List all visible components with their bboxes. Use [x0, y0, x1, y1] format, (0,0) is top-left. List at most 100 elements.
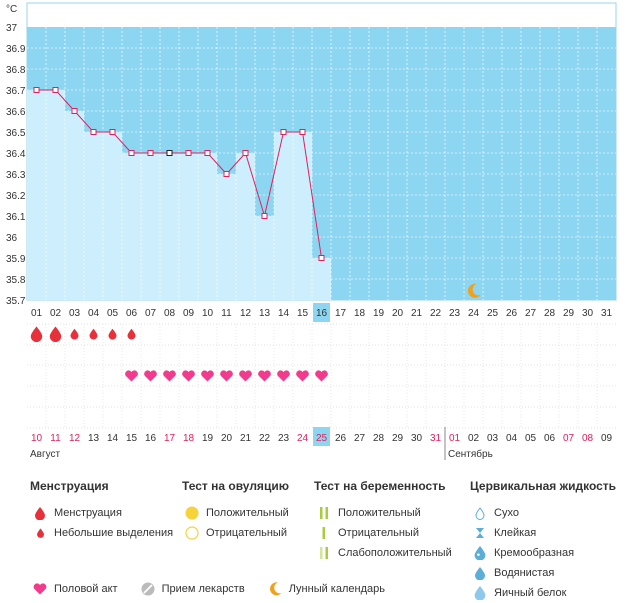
legend-pregnancy: Тест на беременность Положительный Отриц… — [314, 479, 452, 563]
pregnancy-weak-icon — [314, 544, 334, 562]
cycle-day-label: 06 — [126, 308, 138, 319]
cycle-day-label: 27 — [525, 308, 537, 319]
legend-menstruation-title: Менструация — [30, 479, 109, 493]
temp-column — [27, 90, 46, 300]
calendar-date-label: 12 — [69, 433, 81, 444]
calendar-date-label: 14 — [107, 433, 119, 444]
calendar-date-label: 05 — [525, 433, 537, 444]
spotting-drop — [127, 328, 136, 340]
heart-icon — [30, 580, 50, 598]
temp-column — [122, 153, 141, 300]
temperature-point — [280, 129, 287, 135]
intercourse-heart — [315, 370, 328, 382]
temp-column — [84, 132, 103, 300]
creamy-drop-icon — [470, 544, 490, 562]
calendar-date-label: 13 — [88, 433, 100, 444]
temp-column — [46, 90, 65, 300]
spotting-drop — [108, 328, 117, 340]
temperature-point — [299, 129, 306, 135]
intercourse-heart — [239, 370, 252, 382]
temperature-point — [52, 87, 59, 93]
legend-sticky-label: Клейкая — [494, 527, 537, 539]
dry-drop-icon — [470, 504, 490, 522]
blood-drop-icon — [30, 504, 50, 522]
cycle-day-label: 23 — [449, 308, 461, 319]
legend-medication-label: Прием лекарств — [161, 583, 245, 595]
calendar-date-label: 23 — [278, 433, 290, 444]
intercourse-heart — [220, 370, 233, 382]
legend-bottom: Половой акт Прием лекарств Лунный календ… — [30, 579, 385, 599]
sticky-icon — [470, 524, 490, 542]
calendar-date-label: 03 — [487, 433, 499, 444]
cycle-day-label: 15 — [297, 308, 309, 319]
legend-intercourse-label: Половой акт — [54, 583, 118, 595]
pregnancy-negative-icon — [314, 524, 334, 542]
y-tick-label: 35.9 — [6, 254, 26, 265]
temp-column — [179, 153, 198, 300]
cycle-day-label: 25 — [487, 308, 499, 319]
calendar-date-label: 16 — [145, 433, 157, 444]
intercourse-heart — [296, 370, 309, 382]
cycle-day-label: 02 — [50, 308, 62, 319]
y-tick-label: 36.5 — [6, 128, 26, 139]
legend-ovulation-positive-label: Положительный — [206, 507, 289, 519]
temp-column — [103, 132, 122, 300]
calendar-date-label: 31 — [430, 433, 442, 444]
calendar-date-label: 01 — [449, 433, 461, 444]
calendar-date-label: 10 — [31, 433, 43, 444]
today-date-marker — [313, 427, 330, 446]
cycle-day-label: 04 — [88, 308, 100, 319]
calendar-date-label: 20 — [221, 433, 233, 444]
unit-label: °C — [6, 4, 17, 15]
temp-column — [236, 153, 255, 300]
cycle-day-label: 14 — [278, 308, 290, 319]
legend-creamy-label: Кремообразная — [494, 547, 575, 559]
cycle-day-label: 10 — [202, 308, 214, 319]
y-tick-label: 36.7 — [6, 86, 26, 97]
temperature-line — [36, 89, 322, 259]
egg-white-drop-icon — [470, 584, 490, 602]
calendar-date-label: 18 — [183, 433, 195, 444]
intercourse-heart — [163, 370, 176, 382]
temp-column — [312, 258, 331, 300]
calendar-date-label: 07 — [563, 433, 575, 444]
cycle-day-label: 19 — [373, 308, 385, 319]
temp-column — [141, 153, 160, 300]
legend-moon-label: Лунный календарь — [288, 583, 385, 595]
calendar-date-label: 25 — [316, 433, 328, 444]
cycle-day-label: 09 — [183, 308, 195, 319]
temperature-point — [185, 150, 192, 156]
y-tick-label: 36.9 — [6, 44, 26, 55]
temperature-point — [147, 150, 154, 156]
temperature-point — [166, 150, 173, 156]
intercourse-heart — [277, 370, 290, 382]
legend-ovulation-negative-label: Отрицательный — [206, 527, 287, 539]
calendar-date-label: 09 — [601, 433, 613, 444]
cycle-day-label: 07 — [145, 308, 157, 319]
calendar-date-label: 06 — [544, 433, 556, 444]
cycle-day-label: 22 — [430, 308, 442, 319]
legend-pregnancy-negative-label: Отрицательный — [338, 527, 419, 539]
intercourse-heart — [144, 370, 157, 382]
calendar-date-label: 29 — [392, 433, 404, 444]
watery-drop-icon — [470, 564, 490, 582]
calendar-date-label: 30 — [411, 433, 423, 444]
calendar-date-label: 26 — [335, 433, 347, 444]
calendar-date-label: 21 — [240, 433, 252, 444]
ovulation-positive-icon — [182, 504, 202, 522]
y-tick-label: 35.7 — [6, 296, 26, 307]
pregnancy-positive-icon — [314, 504, 334, 522]
calendar-date-label: 04 — [506, 433, 518, 444]
cycle-day-label: 17 — [335, 308, 347, 319]
month-label: Август — [30, 449, 61, 460]
temperature-point — [90, 129, 97, 135]
legend-spotting-label: Небольшие выделения — [54, 527, 174, 539]
cycle-day-label: 21 — [411, 308, 423, 319]
temp-column — [160, 153, 179, 300]
calendar-date-label: 17 — [164, 433, 176, 444]
spotting-drop — [70, 328, 79, 340]
temperature-point — [242, 150, 249, 156]
temp-column — [198, 153, 217, 300]
calendar-date-label: 24 — [297, 433, 309, 444]
legend-egg-white-label: Яичный белок — [494, 587, 567, 599]
